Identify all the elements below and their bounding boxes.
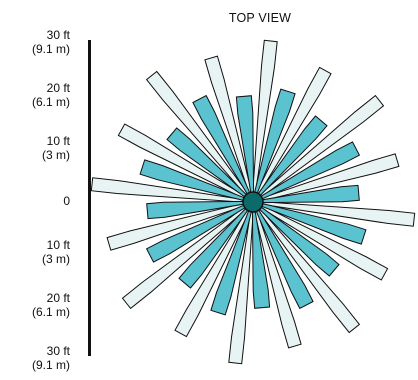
scale-label-bottom-30ft: 30 ft (9.1 m) — [14, 344, 70, 372]
scale-label-main: 20 ft — [46, 81, 70, 95]
scale-label-sub: (6.1 m) — [31, 305, 70, 319]
long-beam-group — [90, 39, 416, 365]
center-hub — [242, 191, 264, 213]
scale-label-main: 10 ft — [46, 238, 70, 252]
scale-label-main: 30 ft — [46, 28, 70, 42]
scale-label-sub: (9.1 m) — [31, 358, 70, 372]
scale-label-top-10ft: 10 ft (3 m) — [14, 134, 70, 162]
scale-label-top-20ft: 20 ft (6.1 m) — [14, 81, 70, 109]
scale-label-main: 0 — [63, 194, 70, 208]
scale-label-sub: (6.1 m) — [31, 95, 70, 109]
scale-label-main: 20 ft — [46, 291, 70, 305]
scale-label-sub: (9.1 m) — [31, 42, 70, 56]
scale-label-bottom-10ft: 10 ft (3 m) — [14, 238, 70, 266]
scale-label-sub: (3 m) — [42, 252, 70, 266]
distance-scale-axis — [88, 40, 91, 356]
scale-label-zero: 0 — [14, 194, 70, 208]
scale-label-main: 10 ft — [46, 134, 70, 148]
scale-label-top-30ft: 30 ft (9.1 m) — [14, 28, 70, 56]
scale-label-sub: (3 m) — [42, 148, 70, 162]
diagram-title: TOP VIEW — [228, 11, 292, 25]
scale-label-main: 30 ft — [46, 344, 70, 358]
scale-label-bottom-20ft: 20 ft (6.1 m) — [14, 291, 70, 319]
